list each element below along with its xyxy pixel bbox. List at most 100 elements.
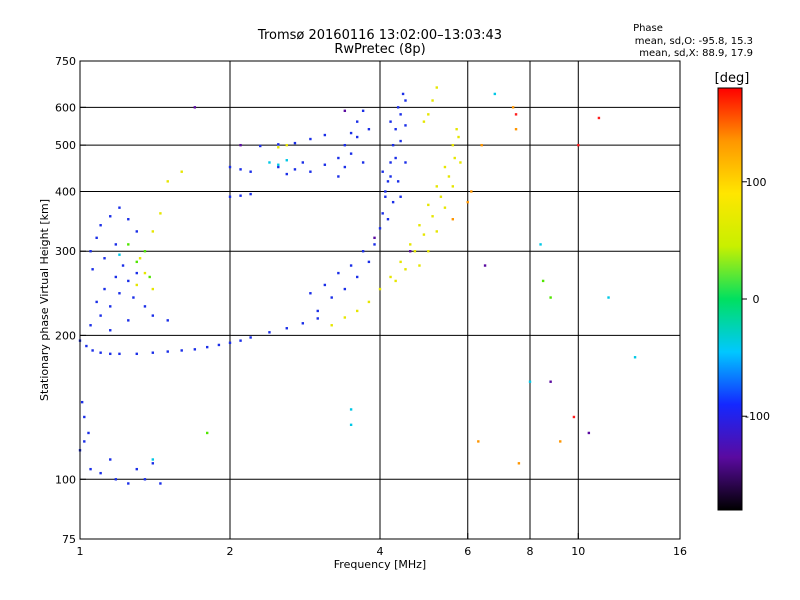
data-point	[549, 296, 552, 299]
colorbar-label: [deg]	[715, 71, 750, 86]
data-point	[427, 250, 430, 253]
data-point	[447, 175, 451, 178]
y-tick-label: 300	[55, 245, 76, 258]
data-point	[361, 161, 365, 164]
stats-heading: Phase	[633, 23, 663, 34]
data-point	[127, 218, 130, 221]
data-point	[431, 99, 434, 102]
x-axis-label: Frequency [MHz]	[334, 558, 426, 571]
data-point	[301, 161, 305, 164]
data-point	[239, 194, 242, 197]
data-point	[323, 133, 327, 137]
data-point	[337, 156, 340, 160]
data-point	[166, 319, 169, 322]
data-point	[330, 296, 333, 299]
data-point	[127, 243, 130, 246]
chart-subtitle: RwPretec (8p)	[334, 42, 425, 57]
data-point	[633, 356, 637, 359]
data-point	[285, 327, 288, 330]
data-point	[95, 236, 98, 240]
plot-area: 1 2 4 6 8 10 16 75 100 200 300 400 500 600 750	[55, 55, 687, 558]
data-point	[399, 260, 402, 264]
data-point	[301, 322, 305, 325]
data-point	[268, 161, 271, 164]
data-point	[511, 106, 515, 109]
data-point	[418, 264, 421, 267]
data-point	[457, 135, 460, 139]
data-point	[443, 165, 447, 169]
data-point	[151, 351, 155, 354]
data-point	[355, 309, 359, 313]
data-point	[309, 170, 312, 173]
data-point	[389, 175, 392, 178]
data-point	[401, 92, 405, 96]
data-point	[132, 296, 135, 299]
data-point	[386, 218, 390, 221]
data-point	[127, 482, 130, 485]
data-point	[99, 471, 102, 475]
data-point	[277, 163, 280, 166]
data-point	[367, 300, 371, 304]
data-point	[239, 339, 242, 342]
data-point	[143, 271, 147, 275]
data-point	[404, 99, 407, 102]
data-point	[239, 168, 242, 171]
data-point	[91, 349, 94, 352]
x-tick-label: 16	[673, 545, 687, 558]
data-point	[451, 143, 455, 147]
data-point	[373, 236, 376, 240]
data-point	[228, 165, 232, 169]
colorbar-gradient	[717, 87, 743, 511]
data-point	[559, 440, 562, 443]
data-point	[80, 400, 84, 404]
data-point	[480, 143, 483, 147]
grid-lines	[80, 61, 680, 539]
data-point	[386, 180, 390, 183]
data-point	[118, 206, 121, 209]
data-point	[378, 287, 382, 291]
data-point	[355, 135, 359, 139]
data-point	[95, 300, 98, 304]
data-points	[78, 86, 637, 485]
y-tick-label: 75	[62, 533, 76, 546]
y-axis-label: Stationary phase Virtual Height [km]	[38, 199, 51, 401]
data-point	[323, 163, 327, 166]
x-tick-label: 1	[77, 545, 84, 558]
data-point	[343, 109, 347, 113]
data-point	[205, 431, 209, 435]
data-point	[151, 462, 155, 465]
colorbar-tick-label: 100	[746, 176, 767, 189]
data-point	[572, 415, 576, 419]
data-point	[391, 200, 395, 204]
data-point	[577, 143, 580, 147]
data-point	[349, 131, 353, 135]
data-point	[285, 172, 288, 176]
data-point	[541, 279, 545, 283]
data-point	[459, 161, 462, 164]
data-point	[343, 165, 347, 169]
data-point	[493, 92, 497, 96]
data-point	[451, 185, 455, 188]
data-point	[109, 458, 112, 461]
data-point	[337, 271, 340, 275]
data-point	[367, 127, 371, 131]
data-point	[404, 268, 407, 271]
data-point	[180, 170, 183, 173]
data-point	[399, 139, 402, 143]
data-point	[587, 431, 591, 435]
data-point	[337, 175, 340, 178]
data-point	[249, 192, 252, 196]
data-point	[399, 195, 402, 198]
data-point	[89, 467, 92, 471]
data-point	[99, 351, 102, 354]
data-point	[466, 200, 469, 204]
data-point	[394, 156, 397, 160]
data-point	[422, 120, 426, 123]
data-point	[389, 120, 392, 123]
data-point	[389, 275, 392, 279]
data-point	[443, 206, 447, 209]
data-point	[109, 305, 112, 308]
data-point	[205, 345, 209, 349]
phase-colorbar: [deg] 100 0 -100	[715, 71, 770, 511]
